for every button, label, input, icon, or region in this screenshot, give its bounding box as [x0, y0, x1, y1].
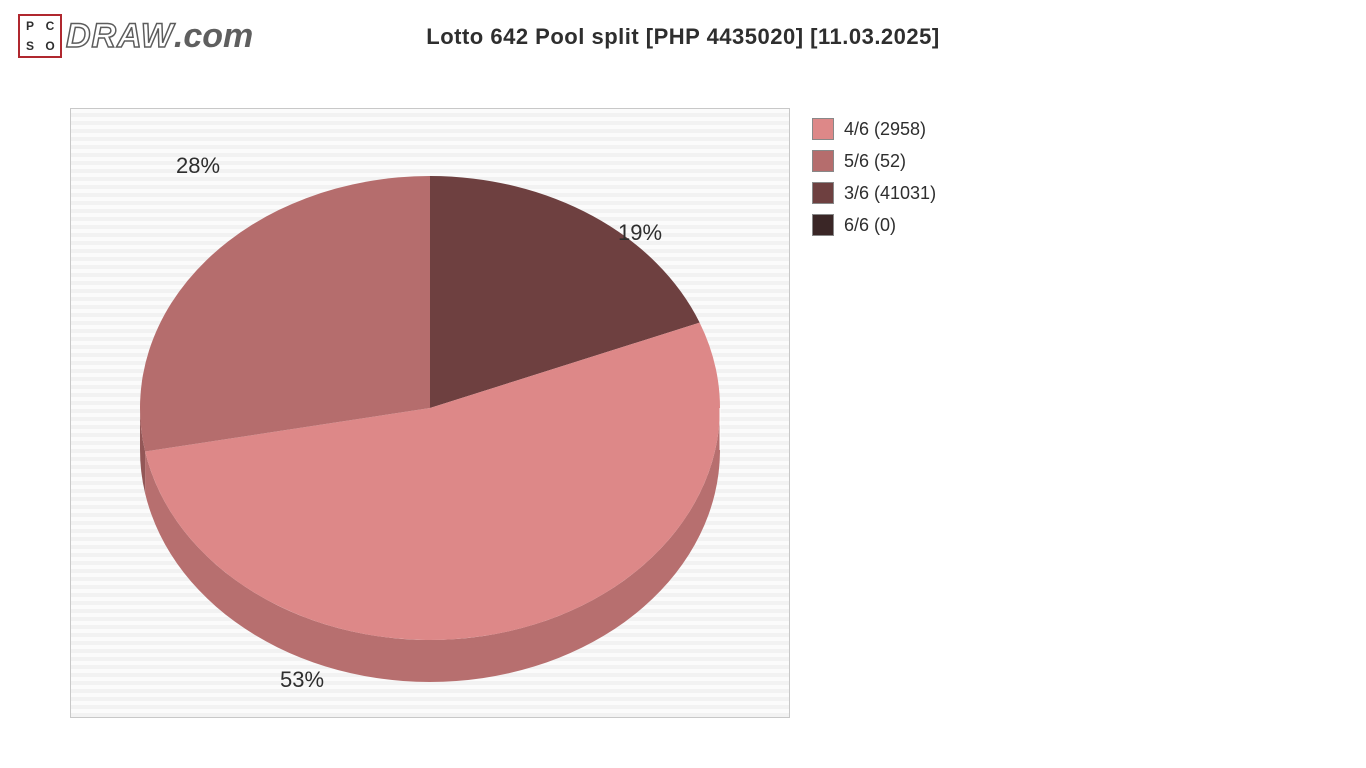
pct-label: 28% [176, 153, 220, 179]
legend-label: 3/6 (41031) [844, 183, 936, 204]
legend-swatch-icon [812, 182, 834, 204]
chart-title: Lotto 642 Pool split [PHP 4435020] [11.0… [0, 24, 1366, 50]
legend-item: 4/6 (2958) [812, 118, 936, 140]
legend-label: 5/6 (52) [844, 151, 906, 172]
legend-swatch-icon [812, 150, 834, 172]
legend-item: 6/6 (0) [812, 214, 936, 236]
legend-swatch-icon [812, 118, 834, 140]
pct-label: 19% [618, 220, 662, 246]
pie-slice [140, 176, 430, 451]
legend-item: 5/6 (52) [812, 150, 936, 172]
pie-chart [70, 108, 790, 718]
legend-label: 4/6 (2958) [844, 119, 926, 140]
legend-swatch-icon [812, 214, 834, 236]
legend-label: 6/6 (0) [844, 215, 896, 236]
legend-item: 3/6 (41031) [812, 182, 936, 204]
legend: 4/6 (2958) 5/6 (52) 3/6 (41031) 6/6 (0) [812, 118, 936, 246]
pct-label: 53% [280, 667, 324, 693]
